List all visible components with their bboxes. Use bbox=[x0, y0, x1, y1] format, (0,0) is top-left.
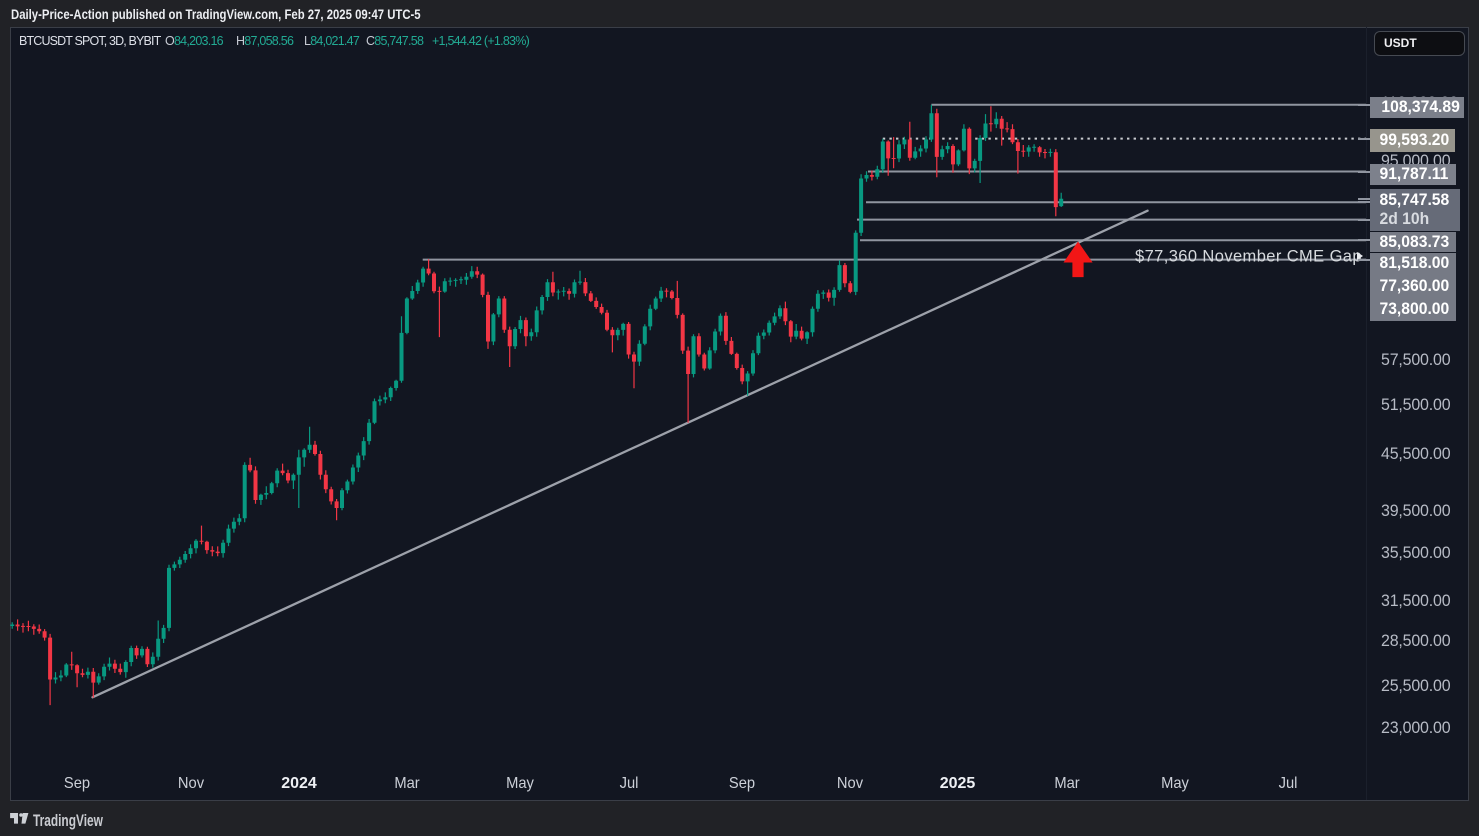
svg-text:$77,360 November CME Gap: $77,360 November CME Gap bbox=[1135, 248, 1362, 266]
